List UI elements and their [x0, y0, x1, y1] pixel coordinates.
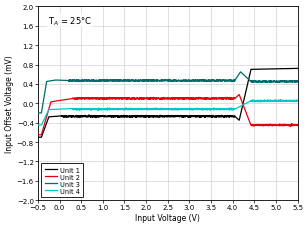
Text: T$_A$ = 25°C: T$_A$ = 25°C: [48, 15, 92, 27]
Unit 2: [288, 124, 292, 127]
Line: Unit 2: Unit 2: [38, 95, 298, 135]
Unit 3: [162, 80, 166, 83]
Unit 4: [251, 99, 255, 102]
Unit 4: [49, 109, 53, 111]
Unit 3: [156, 80, 159, 83]
Unit 2: [237, 94, 241, 96]
Unit 1: [36, 136, 40, 139]
Unit 1: [49, 116, 53, 118]
Unit 2: [162, 98, 166, 101]
Unit 2: [288, 124, 292, 127]
Unit 4: [162, 109, 166, 111]
Unit 4: [241, 104, 244, 107]
Unit 2: [49, 101, 53, 104]
Unit 3: [36, 112, 40, 115]
Unit 3: [239, 71, 242, 74]
Unit 1: [296, 68, 299, 70]
Unit 3: [241, 73, 245, 76]
Line: Unit 1: Unit 1: [38, 69, 298, 138]
Unit 2: [156, 97, 159, 100]
Unit 4: [288, 100, 292, 103]
Line: Unit 4: Unit 4: [38, 100, 298, 126]
Unit 2: [36, 134, 40, 137]
Unit 4: [296, 101, 299, 103]
Unit 4: [288, 100, 292, 103]
Unit 4: [156, 107, 159, 110]
Unit 1: [162, 116, 166, 118]
Legend: Unit 1, Unit 2, Unit 3, Unit 4: Unit 1, Unit 2, Unit 3, Unit 4: [41, 163, 83, 197]
Unit 1: [241, 105, 244, 108]
Unit 3: [288, 80, 292, 83]
Line: Unit 3: Unit 3: [38, 72, 298, 114]
Y-axis label: Input Offset Voltage (mV): Input Offset Voltage (mV): [5, 55, 14, 153]
Unit 1: [156, 115, 159, 118]
Unit 3: [288, 80, 292, 83]
Unit 4: [36, 124, 40, 127]
Unit 1: [288, 68, 292, 71]
X-axis label: Input Voltage (V): Input Voltage (V): [135, 213, 200, 222]
Unit 2: [296, 124, 299, 126]
Unit 3: [49, 80, 53, 83]
Unit 3: [296, 81, 299, 84]
Unit 1: [288, 68, 292, 71]
Unit 2: [241, 102, 245, 105]
